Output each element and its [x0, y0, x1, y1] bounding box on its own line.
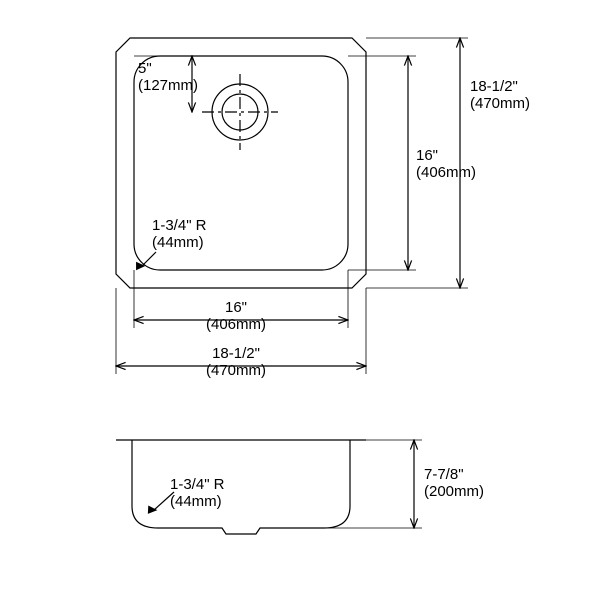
dim-top-corner-r: 1-3/4" R (44mm) — [152, 217, 207, 252]
dim-drain-offset: 5" (127mm) — [138, 60, 198, 95]
dim-inner-height: 16" (406mm) — [416, 147, 476, 182]
dim-inner-width: 16" (406mm) — [206, 299, 266, 334]
dim-side-corner-r: 1-3/4" R (44mm) — [170, 476, 225, 511]
dim-outer-height: 18-1/2" (470mm) — [470, 78, 530, 113]
side-bowl — [132, 440, 350, 534]
dim-depth: 7-7/8" (200mm) — [424, 466, 484, 501]
dim-outer-width: 18-1/2" (470mm) — [206, 345, 266, 380]
